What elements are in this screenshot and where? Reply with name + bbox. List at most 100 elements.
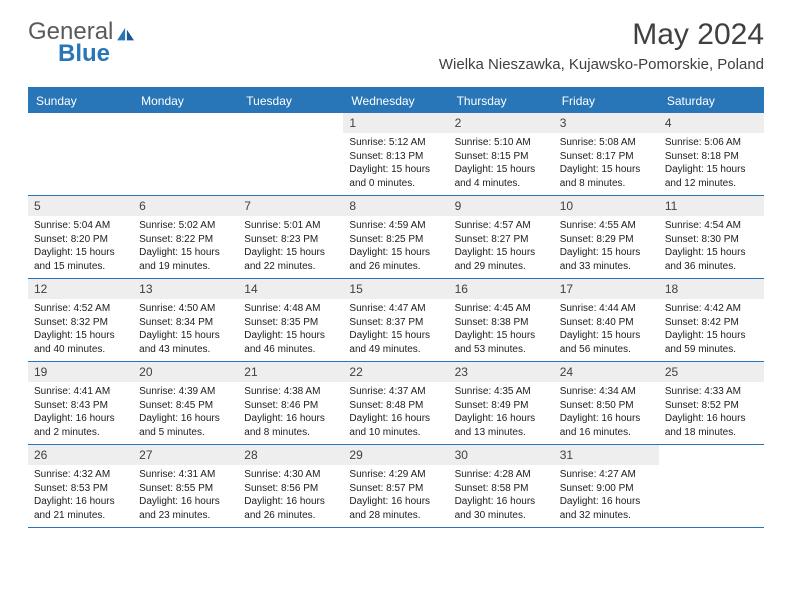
calendar-cell: 21Sunrise: 4:38 AMSunset: 8:46 PMDayligh… xyxy=(238,362,343,444)
sunset-text: Sunset: 8:40 PM xyxy=(560,316,653,330)
day-info: Sunrise: 4:39 AMSunset: 8:45 PMDaylight:… xyxy=(133,382,238,442)
day-number: 24 xyxy=(554,362,659,382)
calendar-cell: 3Sunrise: 5:08 AMSunset: 8:17 PMDaylight… xyxy=(554,113,659,195)
day-info: Sunrise: 4:34 AMSunset: 8:50 PMDaylight:… xyxy=(554,382,659,442)
sunrise-text: Sunrise: 4:30 AM xyxy=(244,468,337,482)
sunset-text: Sunset: 8:37 PM xyxy=(349,316,442,330)
day-number: 2 xyxy=(449,113,554,133)
day-info: Sunrise: 4:42 AMSunset: 8:42 PMDaylight:… xyxy=(659,299,764,359)
sunset-text: Sunset: 8:27 PM xyxy=(455,233,548,247)
day-info: Sunrise: 4:45 AMSunset: 8:38 PMDaylight:… xyxy=(449,299,554,359)
day-number: 12 xyxy=(28,279,133,299)
weekday-header: Sunday Monday Tuesday Wednesday Thursday… xyxy=(28,89,764,113)
daylight-text: Daylight: 15 hours and 36 minutes. xyxy=(665,246,758,273)
calendar-cell: 30Sunrise: 4:28 AMSunset: 8:58 PMDayligh… xyxy=(449,445,554,527)
sunrise-text: Sunrise: 4:54 AM xyxy=(665,219,758,233)
calendar-cell: 14Sunrise: 4:48 AMSunset: 8:35 PMDayligh… xyxy=(238,279,343,361)
calendar-cell: . xyxy=(133,113,238,195)
daylight-text: Daylight: 15 hours and 49 minutes. xyxy=(349,329,442,356)
sunrise-text: Sunrise: 4:48 AM xyxy=(244,302,337,316)
daylight-text: Daylight: 15 hours and 53 minutes. xyxy=(455,329,548,356)
sunrise-text: Sunrise: 5:01 AM xyxy=(244,219,337,233)
sunrise-text: Sunrise: 4:31 AM xyxy=(139,468,232,482)
sunset-text: Sunset: 8:48 PM xyxy=(349,399,442,413)
sunrise-text: Sunrise: 4:50 AM xyxy=(139,302,232,316)
day-info: Sunrise: 4:33 AMSunset: 8:52 PMDaylight:… xyxy=(659,382,764,442)
day-info: Sunrise: 4:27 AMSunset: 9:00 PMDaylight:… xyxy=(554,465,659,525)
sunset-text: Sunset: 8:58 PM xyxy=(455,482,548,496)
day-number: 13 xyxy=(133,279,238,299)
day-number: 19 xyxy=(28,362,133,382)
calendar-cell: 19Sunrise: 4:41 AMSunset: 8:43 PMDayligh… xyxy=(28,362,133,444)
day-number: 28 xyxy=(238,445,343,465)
daylight-text: Daylight: 16 hours and 21 minutes. xyxy=(34,495,127,522)
location-text: Wielka Nieszawka, Kujawsko-Pomorskie, Po… xyxy=(439,56,764,73)
day-info: Sunrise: 4:37 AMSunset: 8:48 PMDaylight:… xyxy=(343,382,448,442)
sunrise-text: Sunrise: 5:08 AM xyxy=(560,136,653,150)
daylight-text: Daylight: 16 hours and 13 minutes. xyxy=(455,412,548,439)
day-info: Sunrise: 4:50 AMSunset: 8:34 PMDaylight:… xyxy=(133,299,238,359)
day-info: Sunrise: 4:59 AMSunset: 8:25 PMDaylight:… xyxy=(343,216,448,276)
daylight-text: Daylight: 16 hours and 26 minutes. xyxy=(244,495,337,522)
sunrise-text: Sunrise: 4:42 AM xyxy=(665,302,758,316)
page-title: May 2024 xyxy=(439,18,764,52)
sunset-text: Sunset: 8:34 PM xyxy=(139,316,232,330)
day-info: Sunrise: 4:44 AMSunset: 8:40 PMDaylight:… xyxy=(554,299,659,359)
day-info: Sunrise: 4:41 AMSunset: 8:43 PMDaylight:… xyxy=(28,382,133,442)
day-number: 20 xyxy=(133,362,238,382)
sunset-text: Sunset: 8:29 PM xyxy=(560,233,653,247)
sunset-text: Sunset: 8:57 PM xyxy=(349,482,442,496)
day-info: Sunrise: 4:30 AMSunset: 8:56 PMDaylight:… xyxy=(238,465,343,525)
sunrise-text: Sunrise: 4:32 AM xyxy=(34,468,127,482)
day-number: 14 xyxy=(238,279,343,299)
daylight-text: Daylight: 16 hours and 5 minutes. xyxy=(139,412,232,439)
day-number: 4 xyxy=(659,113,764,133)
day-info: Sunrise: 4:48 AMSunset: 8:35 PMDaylight:… xyxy=(238,299,343,359)
daylight-text: Daylight: 15 hours and 33 minutes. xyxy=(560,246,653,273)
sunrise-text: Sunrise: 5:12 AM xyxy=(349,136,442,150)
calendar-cell: 12Sunrise: 4:52 AMSunset: 8:32 PMDayligh… xyxy=(28,279,133,361)
daylight-text: Daylight: 15 hours and 43 minutes. xyxy=(139,329,232,356)
daylight-text: Daylight: 15 hours and 4 minutes. xyxy=(455,163,548,190)
daylight-text: Daylight: 16 hours and 10 minutes. xyxy=(349,412,442,439)
daylight-text: Daylight: 16 hours and 8 minutes. xyxy=(244,412,337,439)
sunset-text: Sunset: 8:46 PM xyxy=(244,399,337,413)
sunset-text: Sunset: 8:49 PM xyxy=(455,399,548,413)
sunrise-text: Sunrise: 5:04 AM xyxy=(34,219,127,233)
day-info: Sunrise: 4:52 AMSunset: 8:32 PMDaylight:… xyxy=(28,299,133,359)
daylight-text: Daylight: 15 hours and 19 minutes. xyxy=(139,246,232,273)
day-info: Sunrise: 4:29 AMSunset: 8:57 PMDaylight:… xyxy=(343,465,448,525)
sunrise-text: Sunrise: 4:45 AM xyxy=(455,302,548,316)
daylight-text: Daylight: 16 hours and 23 minutes. xyxy=(139,495,232,522)
daylight-text: Daylight: 16 hours and 30 minutes. xyxy=(455,495,548,522)
sail-icon xyxy=(116,27,136,48)
daylight-text: Daylight: 15 hours and 29 minutes. xyxy=(455,246,548,273)
daylight-text: Daylight: 15 hours and 8 minutes. xyxy=(560,163,653,190)
day-info: Sunrise: 5:02 AMSunset: 8:22 PMDaylight:… xyxy=(133,216,238,276)
sunrise-text: Sunrise: 4:41 AM xyxy=(34,385,127,399)
sunrise-text: Sunrise: 4:47 AM xyxy=(349,302,442,316)
sunset-text: Sunset: 8:15 PM xyxy=(455,150,548,164)
calendar-cell: 22Sunrise: 4:37 AMSunset: 8:48 PMDayligh… xyxy=(343,362,448,444)
sunset-text: Sunset: 8:22 PM xyxy=(139,233,232,247)
day-number: 11 xyxy=(659,196,764,216)
sunrise-text: Sunrise: 4:52 AM xyxy=(34,302,127,316)
calendar-cell: 16Sunrise: 4:45 AMSunset: 8:38 PMDayligh… xyxy=(449,279,554,361)
daylight-text: Daylight: 15 hours and 22 minutes. xyxy=(244,246,337,273)
sunset-text: Sunset: 8:53 PM xyxy=(34,482,127,496)
day-info: Sunrise: 4:35 AMSunset: 8:49 PMDaylight:… xyxy=(449,382,554,442)
day-info: Sunrise: 5:06 AMSunset: 8:18 PMDaylight:… xyxy=(659,133,764,193)
day-info: Sunrise: 5:12 AMSunset: 8:13 PMDaylight:… xyxy=(343,133,448,193)
calendar-cell: 31Sunrise: 4:27 AMSunset: 9:00 PMDayligh… xyxy=(554,445,659,527)
calendar-week: ...1Sunrise: 5:12 AMSunset: 8:13 PMDayli… xyxy=(28,113,764,196)
sunrise-text: Sunrise: 4:27 AM xyxy=(560,468,653,482)
sunrise-text: Sunrise: 5:10 AM xyxy=(455,136,548,150)
calendar-cell: 8Sunrise: 4:59 AMSunset: 8:25 PMDaylight… xyxy=(343,196,448,278)
sunset-text: Sunset: 8:23 PM xyxy=(244,233,337,247)
title-block: May 2024 Wielka Nieszawka, Kujawsko-Pomo… xyxy=(439,18,764,73)
sunrise-text: Sunrise: 4:34 AM xyxy=(560,385,653,399)
day-info: Sunrise: 4:38 AMSunset: 8:46 PMDaylight:… xyxy=(238,382,343,442)
daylight-text: Daylight: 15 hours and 12 minutes. xyxy=(665,163,758,190)
day-number: 16 xyxy=(449,279,554,299)
calendar-cell: 6Sunrise: 5:02 AMSunset: 8:22 PMDaylight… xyxy=(133,196,238,278)
